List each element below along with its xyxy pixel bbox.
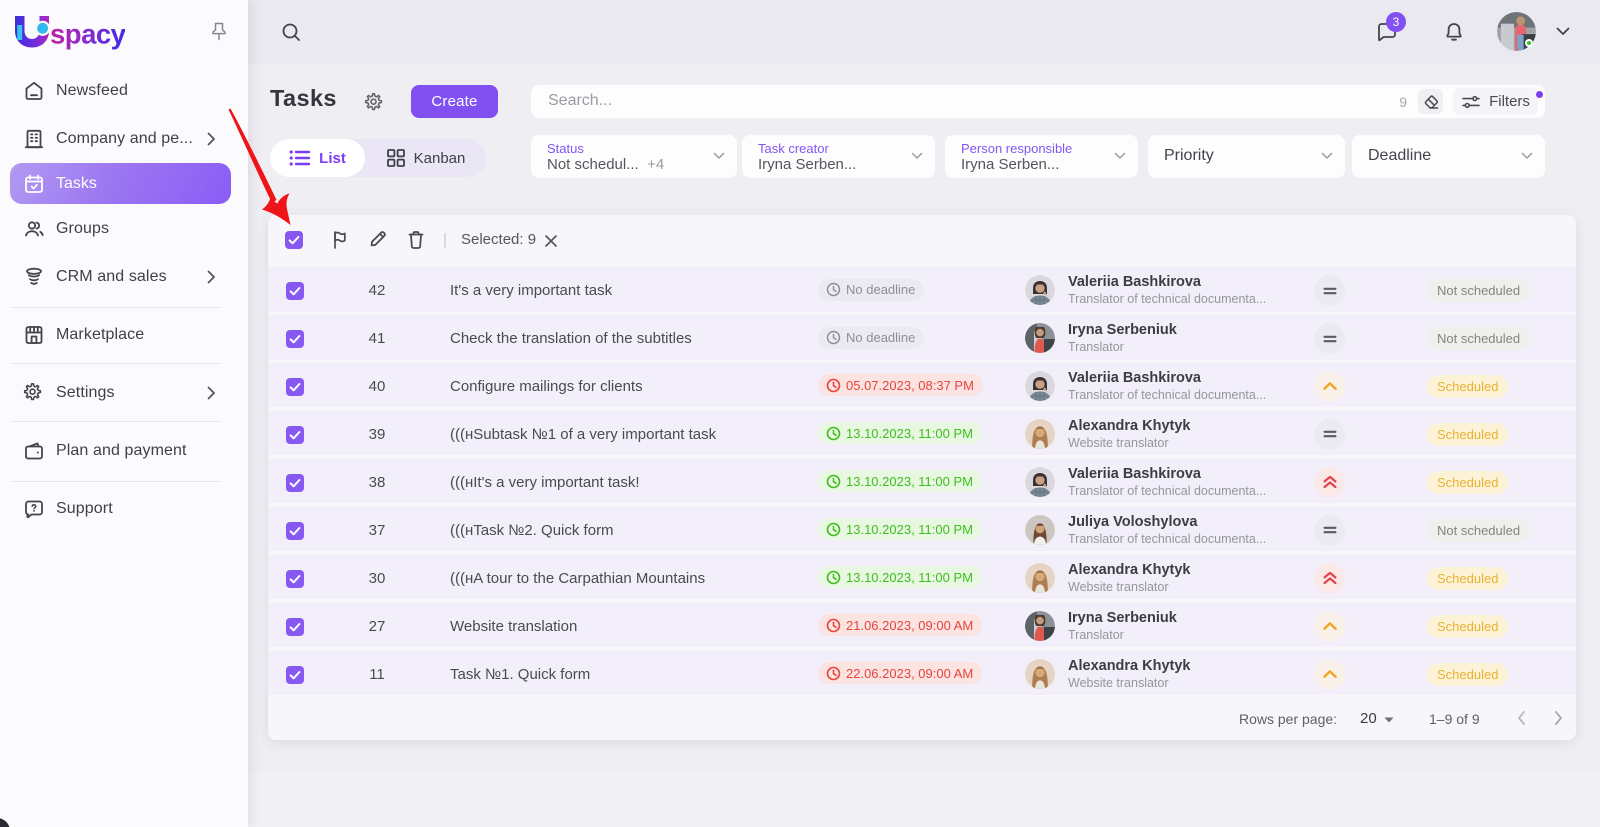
- svg-text:spacy: spacy: [50, 19, 125, 50]
